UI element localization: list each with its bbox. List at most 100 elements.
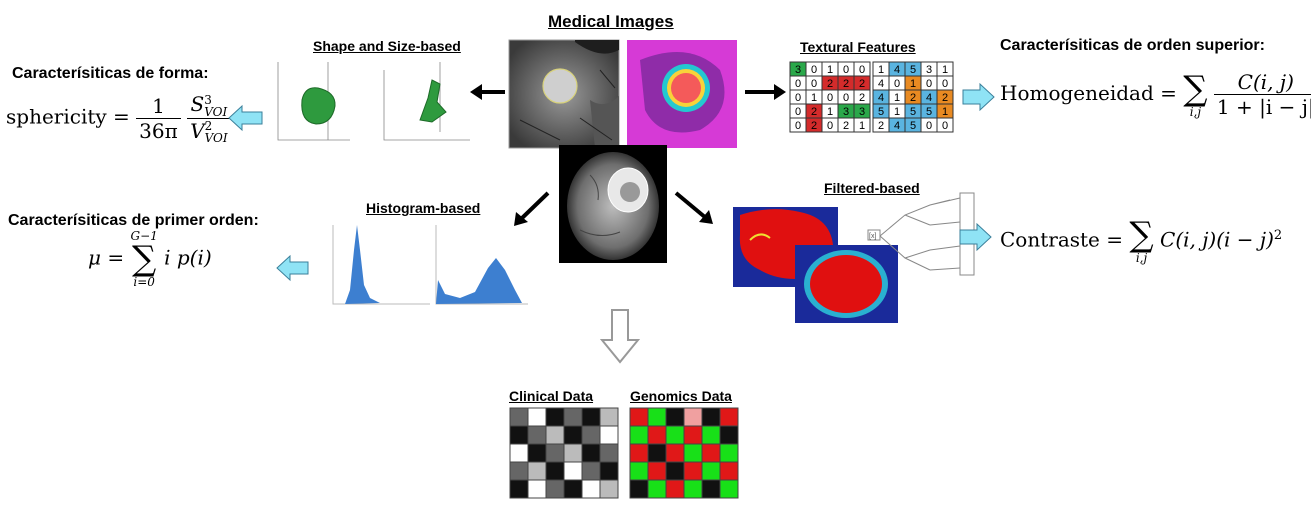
clinical-data-grid: [509, 407, 619, 499]
data-cell: [581, 479, 601, 499]
glcm-cell-value: 0: [811, 64, 817, 76]
filtered-header: Filtered-based: [824, 180, 920, 196]
glcm-cell-value: 2: [859, 78, 865, 90]
glcm-cell-value: 5: [878, 106, 884, 118]
glcm-cell-value: 0: [942, 120, 948, 132]
homogeneity-sum-bottom: i,j: [1189, 104, 1202, 119]
data-cell: [683, 425, 703, 445]
data-cell: [701, 479, 721, 499]
sphericity-frac1: 1 36π: [136, 94, 181, 143]
data-cell: [581, 425, 601, 445]
data-cell: [563, 479, 583, 499]
data-cell: [647, 461, 667, 481]
data-cell: [581, 443, 601, 463]
glcm-cell-value: 3: [926, 64, 932, 76]
frac1-den: 36π: [136, 117, 181, 143]
frac2-den-sub: VOI: [204, 131, 228, 145]
data-cell: [665, 425, 685, 445]
glcm-cell-value: 1: [811, 92, 817, 104]
frac2-den-base: V: [190, 118, 205, 143]
sphericity-formula: sphericity = 1 36π S 3 VOI V 2 VOI: [6, 92, 231, 144]
arrow-to-histogram: [514, 191, 550, 226]
data-cell: [719, 443, 739, 463]
homogeneity-eq: =: [1160, 81, 1177, 105]
glcm-cell-value: 3: [859, 106, 865, 118]
histogram-header: Histogram-based: [366, 200, 481, 216]
data-cell: [545, 479, 565, 499]
contrast-sum: ∑ i,j: [1129, 215, 1154, 265]
data-cell: [701, 443, 721, 463]
glcm-cell-value: 0: [926, 120, 932, 132]
data-cell: [683, 479, 703, 499]
tumor-3d-plot-1: [277, 62, 350, 141]
ct-scan-image: [508, 39, 620, 149]
glcm-cell-value: 1: [910, 78, 916, 90]
glcm-cell-value: 2: [811, 106, 817, 118]
data-cell: [629, 443, 649, 463]
data-cell: [629, 425, 649, 445]
data-cell: [647, 407, 667, 427]
glcm-cell-value: 2: [827, 78, 833, 90]
homogeneity-sum: ∑ i,j: [1183, 68, 1208, 119]
data-cell: [665, 479, 685, 499]
mean-formula: μ = G−1 ∑ i=0 i p(i): [88, 230, 212, 288]
glcm-cell-value: 0: [827, 92, 833, 104]
data-cell: [527, 461, 547, 481]
data-cell: [683, 443, 703, 463]
data-cell: [701, 461, 721, 481]
glcm-cell-value: 5: [910, 106, 916, 118]
glcm-cell: [853, 117, 871, 133]
cyan-arrow-right-top: [962, 82, 995, 112]
glcm-cell-value: 0: [926, 78, 932, 90]
data-cell: [701, 407, 721, 427]
data-cell: [629, 479, 649, 499]
data-cell: [545, 461, 565, 481]
glcm-cell-value: 2: [811, 120, 817, 132]
glcm-cell-value: 1: [878, 64, 884, 76]
contrast-sum-bottom: i,j: [1135, 251, 1148, 265]
data-cell: [509, 407, 529, 427]
frac2-num-sup: 3: [204, 92, 212, 107]
sphericity-frac2: S 3 VOI V 2 VOI: [187, 92, 231, 144]
filter-label: [x]: [869, 233, 876, 240]
data-cell: [629, 461, 649, 481]
glcm-cell-value: 2: [910, 92, 916, 104]
data-cell: [629, 407, 649, 427]
glcm-cell-value: 4: [926, 92, 932, 104]
homogeneity-num: C(i, j): [1237, 70, 1294, 94]
data-cell: [665, 443, 685, 463]
data-cell: [545, 407, 565, 427]
glcm-cell-value: 0: [795, 92, 801, 104]
data-cell: [563, 407, 583, 427]
sphericity-eq: =: [113, 104, 130, 129]
data-cell: [527, 479, 547, 499]
glcm-cell-value: 0: [795, 78, 801, 90]
glcm-cell-value: 1: [894, 106, 900, 118]
glcm-cell-value: 0: [843, 64, 849, 76]
data-cell: [563, 461, 583, 481]
data-cell: [599, 479, 619, 499]
arrow-to-filtered: [674, 191, 713, 224]
shape-header: Shape and Size-based: [313, 38, 461, 54]
data-cell: [719, 407, 739, 427]
histogram-1: [332, 225, 430, 305]
data-cell: [599, 443, 619, 463]
mean-sum-bottom: i=0: [133, 275, 155, 289]
genomics-header: Genomics Data: [630, 388, 732, 404]
data-cell: [527, 425, 547, 445]
data-cell: [527, 443, 547, 463]
frac1-num: 1: [152, 93, 165, 118]
data-cell: [701, 425, 721, 445]
homogeneity-lhs: Homogeneidad: [1000, 81, 1154, 105]
data-cell: [581, 461, 601, 481]
glcm-right-grid: 1 4 5 3 14 0 1 0 04 1 2 4 25 1 5 5 12 4 5 0 0: [872, 61, 954, 133]
cyan-arrow-right-bottom: [959, 222, 992, 252]
data-cell: [647, 425, 667, 445]
mean-eq: =: [107, 245, 125, 270]
glcm-cell-value: 0: [795, 120, 801, 132]
glcm-cell-value: 1: [894, 92, 900, 104]
homogeneity-formula: Homogeneidad = ∑ i,j C(i, j) 1 + |i − j|: [1000, 70, 1311, 119]
sphericity-lhs: sphericity: [6, 104, 107, 129]
homogeneity-frac: C(i, j) 1 + |i − j|: [1213, 70, 1311, 119]
